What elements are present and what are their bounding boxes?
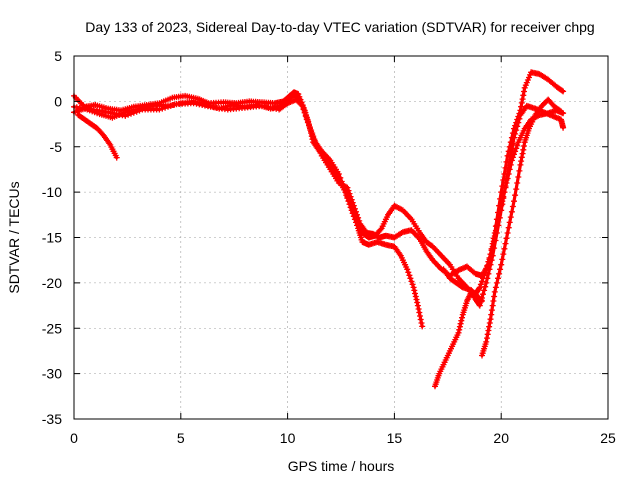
y-tick-label: -20: [42, 275, 62, 291]
series-line-track-3: [76, 113, 119, 160]
series-markers-track-1: [71, 89, 426, 330]
axis-ticks: 0 5 10 15 20 25 5 0 -5 -10 -15 -20 -25 -30 -35: [42, 48, 616, 446]
y-tick-label: -35: [42, 411, 62, 427]
x-tick-label: 20: [493, 430, 509, 446]
series-line-track-6: [441, 267, 484, 303]
series-group: [71, 69, 567, 390]
x-tick-label: 25: [600, 430, 616, 446]
y-tick-label: 5: [54, 48, 62, 64]
x-tick-label: 10: [280, 430, 296, 446]
series-line-track-4: [72, 98, 565, 308]
grid-lines: [74, 56, 608, 419]
y-tick-label: -30: [42, 366, 62, 382]
x-axis-label: GPS time / hours: [288, 458, 395, 474]
series-line-track-1: [72, 90, 424, 328]
y-tick-label: -15: [42, 230, 62, 246]
y-tick-label: -5: [50, 139, 63, 155]
x-tick-label: 5: [177, 430, 185, 446]
series-line-track-5: [433, 108, 565, 388]
y-tick-label: 0: [54, 93, 62, 109]
series-line-track-7: [480, 98, 563, 358]
y-tick-label: -10: [42, 184, 62, 200]
chart-title: Day 133 of 2023, Sidereal Day-to-day VTE…: [85, 19, 594, 35]
x-tick-label: 0: [70, 430, 78, 446]
x-tick-label: 15: [387, 430, 403, 446]
y-tick-label: -25: [42, 320, 62, 336]
y-axis-label: SDTVAR / TECUs: [6, 181, 22, 293]
series-line-track-2: [72, 70, 565, 278]
series-markers-track-4: [71, 96, 567, 309]
